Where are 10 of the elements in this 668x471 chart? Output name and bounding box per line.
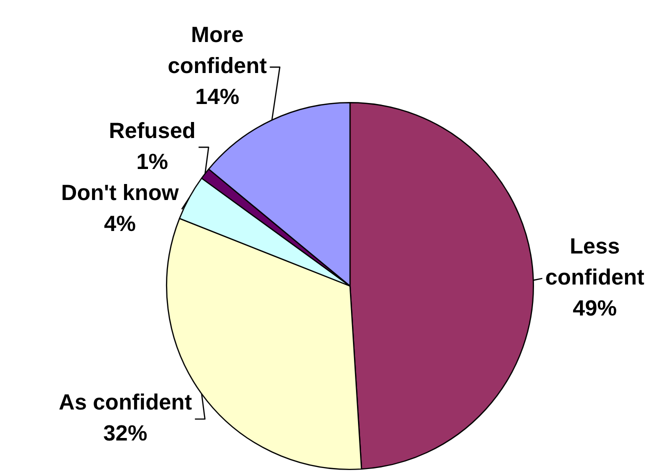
slice-label: As confident <box>58 390 193 415</box>
data-label: 1% <box>136 148 168 174</box>
slice-label: Refused <box>108 118 196 143</box>
data-label: 4% <box>104 210 136 236</box>
slice-label: More confident <box>168 22 268 78</box>
slice-label: Don't know <box>61 180 180 205</box>
data-label: 32% <box>103 420 148 446</box>
data-label: 49% <box>572 295 617 320</box>
data-label: 14% <box>195 84 240 110</box>
slice-label: Less confident <box>545 233 645 290</box>
